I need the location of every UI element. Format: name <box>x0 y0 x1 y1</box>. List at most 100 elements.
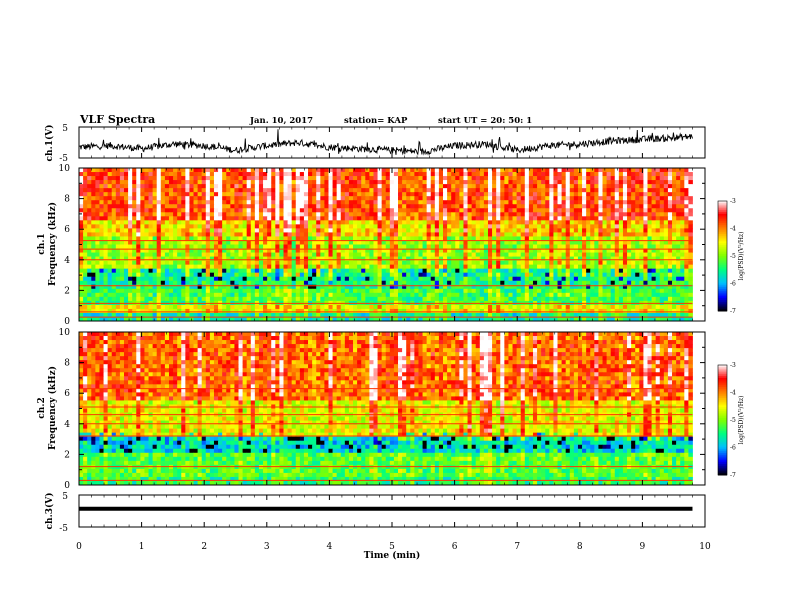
spectrogram-cell <box>430 256 436 262</box>
spectrogram-cell <box>402 240 407 245</box>
spectrogram-cell <box>561 252 567 257</box>
spectrogram-cell <box>271 240 276 245</box>
spectrogram-cell <box>377 216 383 221</box>
spectrogram-cell <box>83 252 88 257</box>
spectrogram-cell <box>537 180 542 185</box>
spectrogram-cell <box>250 236 256 241</box>
spectrogram-cell <box>373 180 378 185</box>
spectrogram-cell <box>659 188 665 193</box>
spectrogram-cell <box>590 204 595 209</box>
spectrogram-cell <box>381 192 387 197</box>
spectrogram-cell <box>443 248 448 253</box>
spectrogram-cell <box>316 240 321 245</box>
spectrogram-cell <box>295 172 301 177</box>
spectrogram-cell <box>557 188 562 193</box>
spectrogram-cell <box>532 196 538 201</box>
spectrogram-cell <box>582 288 587 294</box>
spectrogram-cell <box>549 200 554 205</box>
spectrogram-cell <box>451 236 456 241</box>
spectrogram-cell <box>193 260 199 266</box>
spectrogram-cell <box>610 200 616 205</box>
spectrogram-cell <box>590 216 595 221</box>
spectrogram-cell <box>565 180 571 185</box>
spectrogram-cell <box>389 212 395 217</box>
spectrogram-cell <box>312 200 317 205</box>
spectrogram-cell <box>492 236 497 241</box>
spectrogram-cell <box>577 200 583 205</box>
spectrogram-cell <box>553 208 558 213</box>
spectrogram-cell <box>537 260 542 266</box>
spectrogram-cell <box>430 204 436 209</box>
spectrogram-cell <box>602 248 607 253</box>
spectrogram-cell <box>463 184 468 189</box>
spectrogram-cell <box>164 252 170 257</box>
spectrogram-cell <box>136 220 141 225</box>
spectrogram-cell <box>197 288 203 294</box>
spectrogram-cell <box>643 176 648 181</box>
spectrogram-cell <box>479 296 485 302</box>
spectrogram-cell <box>524 236 530 241</box>
spectrogram-cell <box>610 236 616 241</box>
spectrogram-cell <box>520 196 526 201</box>
spectrogram-cell <box>164 268 170 274</box>
spectrogram-cell <box>631 184 636 189</box>
spectrogram-cell <box>577 252 583 257</box>
spectrogram-cell <box>369 260 374 266</box>
spectrogram-cell <box>79 280 84 286</box>
spectrogram-cell <box>369 252 374 257</box>
spectrogram-cell <box>430 240 436 245</box>
spectrogram-cell <box>655 176 661 181</box>
spectrogram-cell <box>471 220 477 225</box>
spectrogram-cell <box>328 244 333 249</box>
spectrogram-cell <box>185 176 190 181</box>
spectrogram-cell <box>136 272 141 278</box>
spectrogram-cell <box>635 232 640 237</box>
spectrogram-cell <box>565 240 571 245</box>
spectrogram-cell <box>275 192 280 197</box>
spectrogram-cell <box>643 196 648 201</box>
spectrogram-cell <box>561 204 567 209</box>
spectrogram-cell <box>201 236 207 241</box>
spectrogram-cell <box>479 180 485 185</box>
spectrogram-cell <box>622 260 628 266</box>
spectrogram-cell <box>373 268 378 274</box>
spectrogram-cell <box>373 240 378 245</box>
spectrogram-cell <box>610 224 616 229</box>
spectrogram-cell <box>115 180 121 185</box>
spectrogram-cell <box>524 220 530 225</box>
spectrogram-cell <box>393 232 399 237</box>
spectrogram-cell <box>524 204 530 209</box>
spectrogram-cell <box>573 244 579 249</box>
spectrogram-cell <box>455 280 460 286</box>
spectrogram-cell <box>312 268 317 274</box>
spectrogram-cell <box>324 268 329 274</box>
spectrogram-cell <box>189 188 194 193</box>
spectrogram-cell <box>271 296 276 302</box>
spectrogram-cell <box>610 212 616 217</box>
spectrogram-cell <box>373 248 378 253</box>
spectrogram-cell <box>385 200 391 205</box>
spectrogram-cell <box>398 260 403 266</box>
spectrogram-cell <box>524 260 530 266</box>
spectrogram-cell <box>659 216 665 221</box>
spectrogram-cell <box>606 252 612 257</box>
spectrogram-cell <box>348 288 354 294</box>
spectrogram-cell <box>663 260 669 266</box>
spectrogram-cell <box>426 276 432 282</box>
spectrogram-cell <box>201 252 207 257</box>
spectrogram-cell <box>250 288 256 294</box>
spectrogram-cell <box>279 268 284 274</box>
spectrogram-cell <box>181 236 186 241</box>
spectrogram-cell <box>467 248 473 253</box>
spectrogram-cell <box>426 208 432 213</box>
spectrogram-cell <box>504 188 509 193</box>
spectrogram-cell <box>295 288 301 294</box>
spectrogram-cell <box>103 284 109 290</box>
spectrogram-cell <box>512 260 518 266</box>
spectrogram-cell <box>565 264 571 270</box>
spectrogram-cell <box>324 280 329 286</box>
spectrogram-cell <box>283 272 288 278</box>
spectrogram-cell <box>197 176 203 181</box>
spectrogram-cell <box>492 200 497 205</box>
spectrogram-cell <box>193 196 199 201</box>
